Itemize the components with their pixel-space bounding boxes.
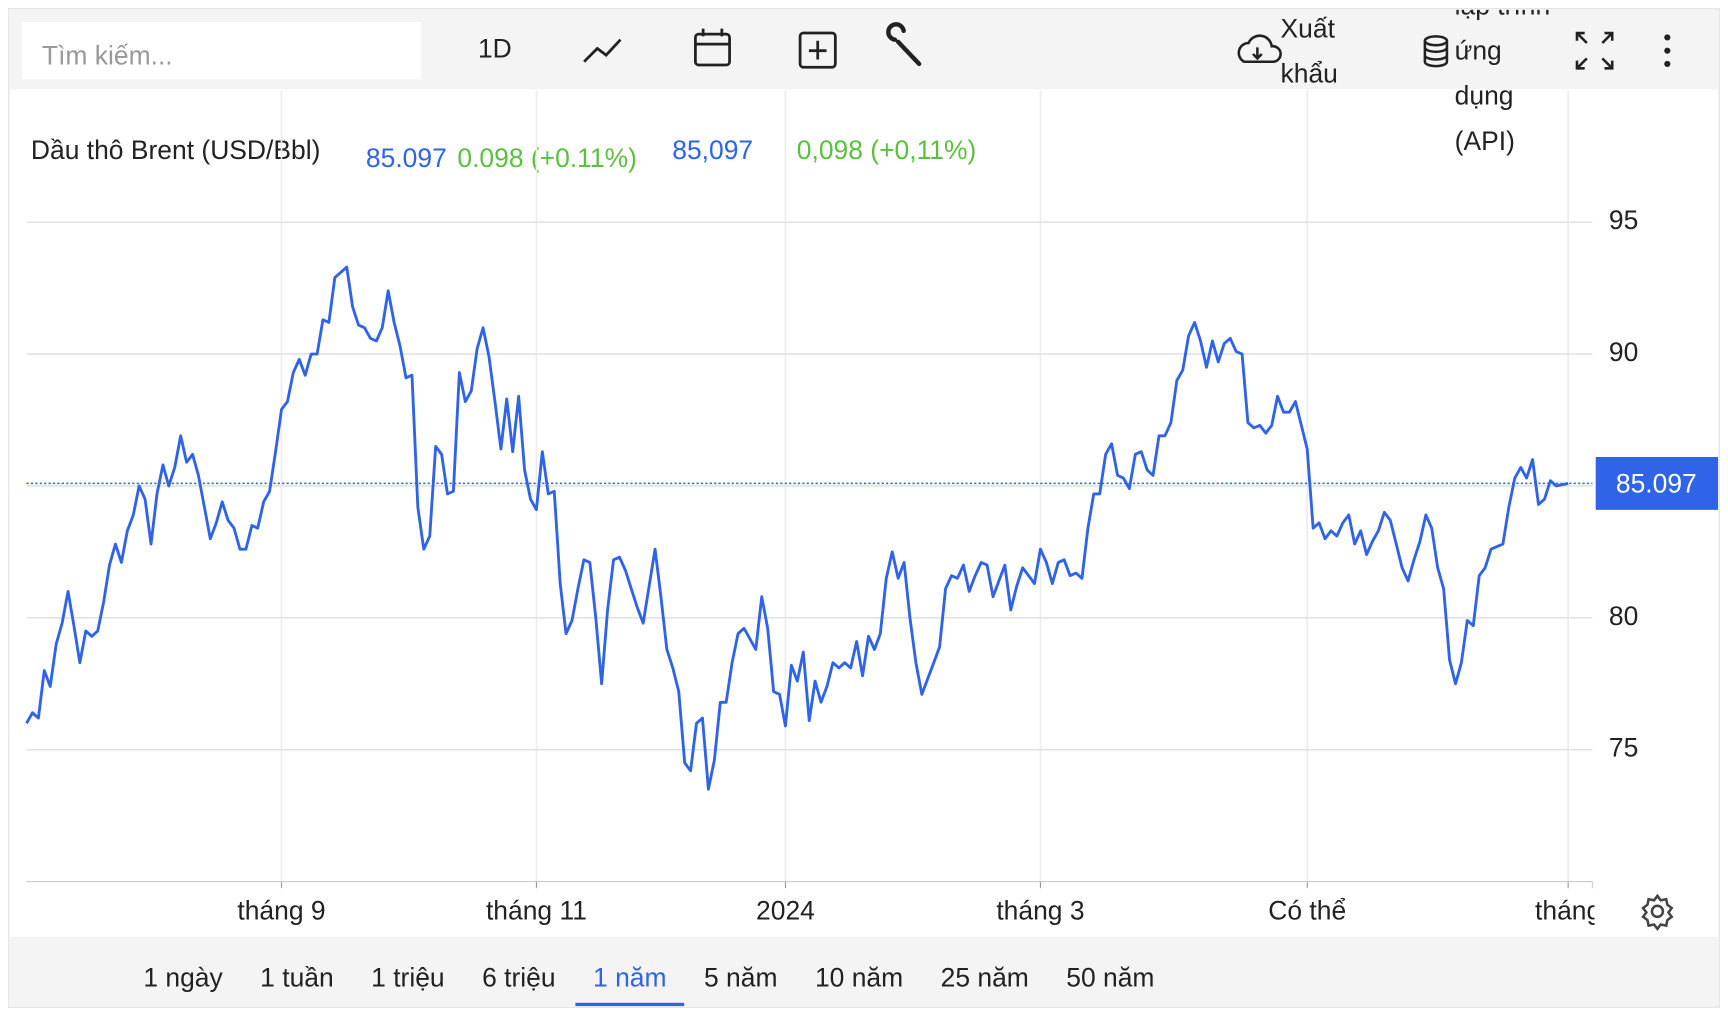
price-local: 85,097 bbox=[672, 135, 753, 165]
x-tick-label: Có thể bbox=[1268, 895, 1346, 925]
gear-icon[interactable] bbox=[1641, 893, 1674, 932]
settings-wrench-icon[interactable] bbox=[886, 22, 922, 67]
range-button[interactable]: 1 triệu bbox=[371, 963, 444, 993]
price-line bbox=[25, 265, 1569, 791]
active-underline bbox=[575, 1002, 685, 1007]
more-icon[interactable] bbox=[1664, 34, 1671, 67]
range-button[interactable]: 25 năm bbox=[941, 963, 1029, 993]
last-value-label: 85.097 bbox=[1616, 469, 1697, 499]
y-tick-label: 80 bbox=[1609, 601, 1638, 631]
y-tick-label: 75 bbox=[1609, 733, 1638, 763]
x-tick-label: tháng bbox=[1535, 895, 1601, 925]
x-tick-label: tháng 9 bbox=[237, 895, 325, 925]
range-button[interactable]: 6 triệu bbox=[482, 963, 555, 993]
fullscreen-icon[interactable] bbox=[1575, 31, 1614, 70]
api-label[interactable]: lập trình ứng dụng (API) bbox=[1454, 0, 1551, 157]
range-button[interactable]: 1 ngày bbox=[143, 963, 223, 993]
y-tick-label: 95 bbox=[1609, 205, 1638, 235]
range-button[interactable]: 5 năm bbox=[704, 963, 777, 993]
range-button[interactable]: 1 năm bbox=[593, 963, 666, 993]
x-tick-label: 2024 bbox=[756, 895, 815, 925]
change: 0.098 (+0.11%) bbox=[457, 143, 637, 173]
search-box[interactable] bbox=[22, 22, 422, 80]
instrument-name: Dầu thô Brent (USD/Bbl) bbox=[31, 135, 320, 165]
last-value-box bbox=[1595, 456, 1719, 510]
plot: tháng 9 tháng 11 2024 tháng 3 Có thể tháng 75 8… bbox=[25, 90, 1719, 925]
frame bbox=[8, 8, 1720, 1008]
range-button[interactable]: 10 năm bbox=[815, 963, 903, 993]
range-button[interactable]: 50 năm bbox=[1066, 963, 1154, 993]
api-icon[interactable] bbox=[1423, 35, 1449, 68]
api-button[interactable]: lập trình ứng dụng (API) bbox=[1455, 0, 1554, 215]
price: 85.097 bbox=[366, 143, 447, 173]
add-icon[interactable] bbox=[798, 31, 837, 69]
x-tick-labels: tháng 9 tháng 11 2024 tháng 3 Có thể tháng bbox=[237, 895, 1601, 925]
chart-type-icon[interactable] bbox=[583, 38, 622, 63]
export-icon[interactable] bbox=[1237, 34, 1282, 63]
export-button[interactable]: Xuất khẩu bbox=[1281, 7, 1369, 106]
change-local: 0,098 (+0,11%) bbox=[797, 135, 977, 165]
calendar-icon[interactable] bbox=[694, 28, 731, 67]
x-tick-label: tháng 11 bbox=[486, 895, 587, 925]
export-label[interactable]: Xuất khẩu bbox=[1280, 14, 1338, 90]
search-placeholder[interactable]: Tìm kiếm... bbox=[42, 40, 173, 70]
y-tick-label: 90 bbox=[1609, 337, 1638, 367]
range-button[interactable]: 1 tuần bbox=[260, 963, 334, 993]
interval-button[interactable]: 1D bbox=[478, 34, 512, 64]
range-bar bbox=[9, 936, 1719, 1007]
x-tick-label: tháng 3 bbox=[996, 895, 1084, 925]
range-buttons: 1 ngày 1 tuần 1 triệu 6 triệu 1 năm 5 năm 10 n… bbox=[143, 963, 1154, 1007]
